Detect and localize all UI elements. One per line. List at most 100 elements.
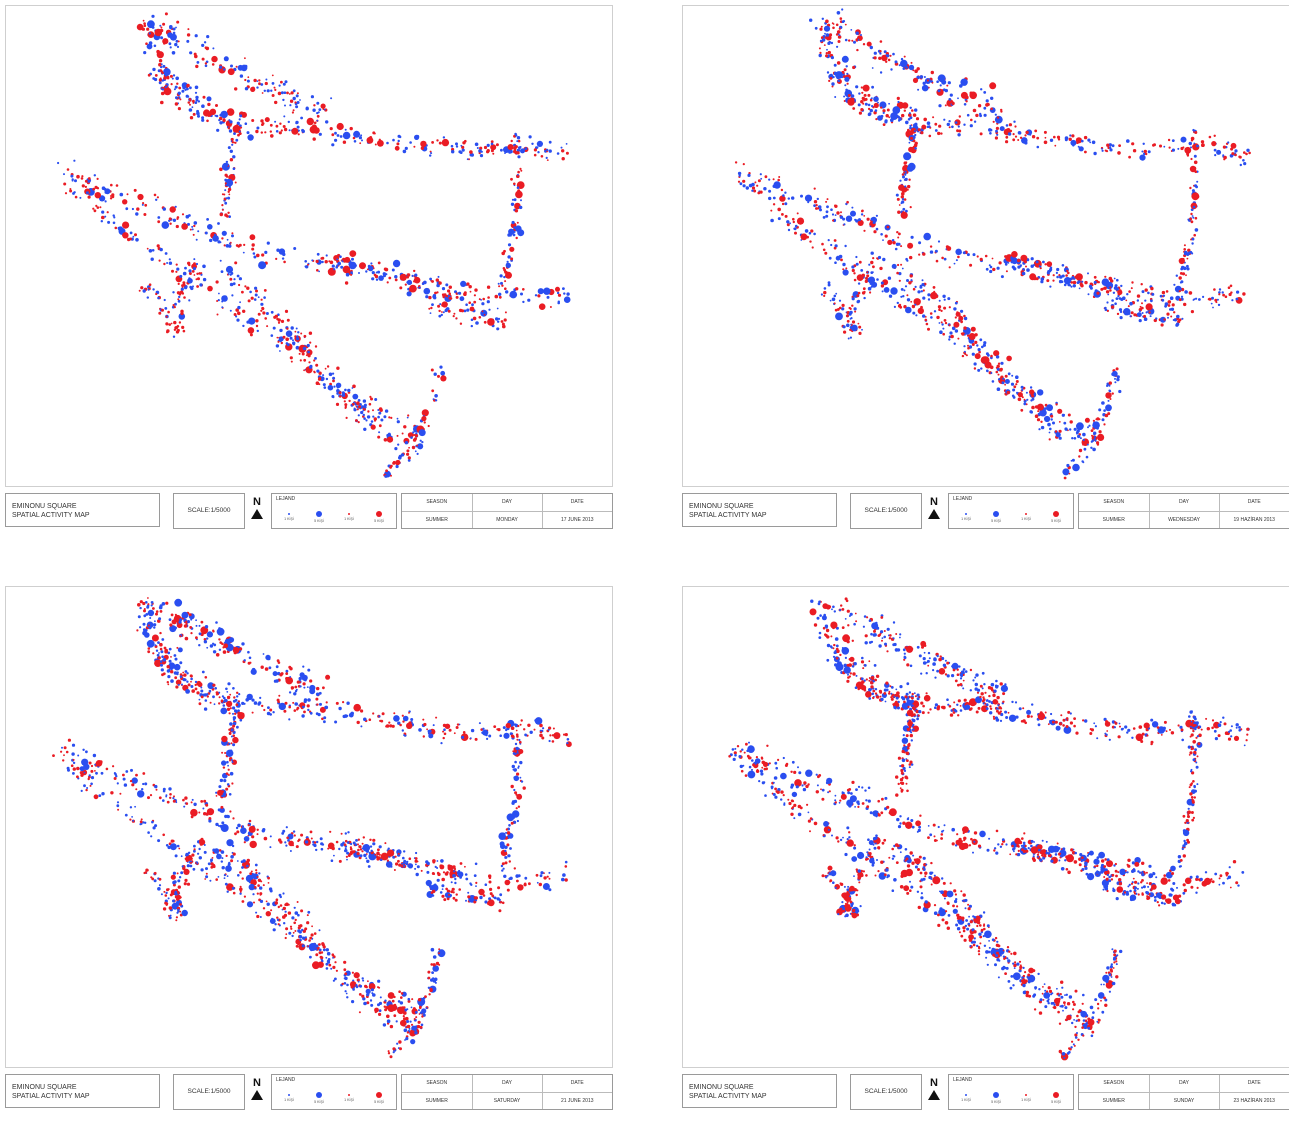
activity-dot [173, 328, 177, 331]
activity-dot [359, 984, 363, 988]
activity-dot [184, 266, 187, 270]
activity-dot [151, 634, 159, 642]
activity-dot [482, 729, 489, 736]
activity-dot [946, 246, 952, 251]
activity-dot [1222, 293, 1225, 297]
activity-dot [1063, 283, 1067, 287]
activity-dot [148, 249, 153, 253]
activity-dot [140, 286, 144, 290]
activity-dot [1069, 420, 1073, 424]
activity-dot [254, 293, 258, 297]
activity-dot [1017, 397, 1022, 402]
activity-dot [157, 619, 161, 623]
activity-dot [504, 861, 508, 865]
activity-dot [565, 143, 568, 145]
activity-dot [261, 704, 264, 708]
activity-dot [499, 734, 503, 737]
activity-dot [279, 340, 282, 343]
activity-dot [183, 882, 187, 886]
activity-dot [842, 325, 846, 329]
activity-dot [214, 114, 217, 117]
activity-dot [443, 728, 446, 731]
activity-dot [1178, 318, 1182, 322]
activity-dot [881, 54, 888, 62]
activity-dot [1006, 128, 1011, 132]
activity-dot [388, 416, 391, 419]
activity-dot [996, 116, 1000, 119]
activity-dot [131, 816, 133, 818]
activity-dot [226, 108, 235, 116]
activity-dot [974, 340, 978, 344]
activity-dot [908, 141, 911, 144]
activity-dot [470, 883, 473, 886]
activity-dot [860, 34, 862, 36]
activity-dot [239, 301, 242, 304]
activity-dot [458, 888, 462, 891]
activity-dot [568, 741, 572, 745]
activity-dot [148, 41, 153, 45]
activity-dot [933, 310, 937, 313]
activity-dot [938, 104, 942, 108]
activity-dot [232, 124, 241, 133]
activity-dot [64, 192, 68, 195]
activity-dot [488, 308, 491, 311]
activity-dot [289, 850, 292, 852]
activity-dot [983, 341, 987, 345]
activity-dot [900, 57, 904, 61]
activity-dot [937, 89, 941, 93]
activity-dot [215, 280, 219, 284]
activity-dot [875, 118, 878, 121]
activity-dot [1071, 458, 1075, 462]
activity-dot [228, 712, 231, 715]
activity-dot [515, 190, 523, 199]
activity-dot [63, 173, 65, 176]
activity-dot [436, 291, 439, 294]
activity-dot [914, 303, 917, 306]
activity-dot [366, 136, 374, 144]
activity-dot [908, 112, 911, 115]
activity-dot [504, 280, 507, 283]
activity-dot [507, 233, 511, 237]
activity-dot [1193, 154, 1197, 158]
legend-label: 1 KİŞİ [961, 517, 971, 522]
activity-dot [123, 783, 128, 787]
activity-dot [543, 287, 551, 295]
activity-dot [1230, 147, 1234, 151]
activity-dot [421, 416, 427, 422]
activity-dot [541, 736, 545, 740]
activity-dot [886, 54, 890, 58]
activity-dot [181, 213, 185, 216]
activity-dot [158, 259, 161, 262]
activity-dot [336, 366, 340, 370]
activity-dot [897, 100, 900, 104]
activity-dot [179, 290, 184, 294]
activity-dot [251, 698, 255, 702]
activity-dot [1131, 281, 1134, 284]
activity-dot [222, 118, 226, 123]
activity-dot [356, 720, 360, 725]
activity-dot [1148, 311, 1151, 314]
activity-dot [522, 786, 526, 790]
activity-dot [212, 848, 216, 852]
activity-dot [195, 619, 198, 622]
activity-dot [232, 155, 236, 159]
activity-dot [439, 303, 442, 306]
activity-dot [313, 104, 316, 107]
activity-dot [357, 421, 360, 424]
activity-dot [902, 164, 910, 173]
activity-dot [218, 696, 221, 699]
activity-dot [386, 141, 389, 145]
activity-dot [236, 691, 239, 694]
activity-dot [549, 306, 552, 308]
activity-dot [399, 1047, 402, 1051]
activity-dot [318, 270, 320, 273]
activity-dot [958, 115, 961, 118]
activity-dot [1108, 276, 1113, 281]
activity-dot [145, 601, 148, 604]
activity-dot [941, 323, 944, 326]
activity-dot [497, 728, 501, 732]
activity-dot [1162, 294, 1166, 297]
activity-dot [80, 177, 84, 180]
activity-dot [314, 357, 317, 360]
activity-dot [906, 259, 909, 262]
